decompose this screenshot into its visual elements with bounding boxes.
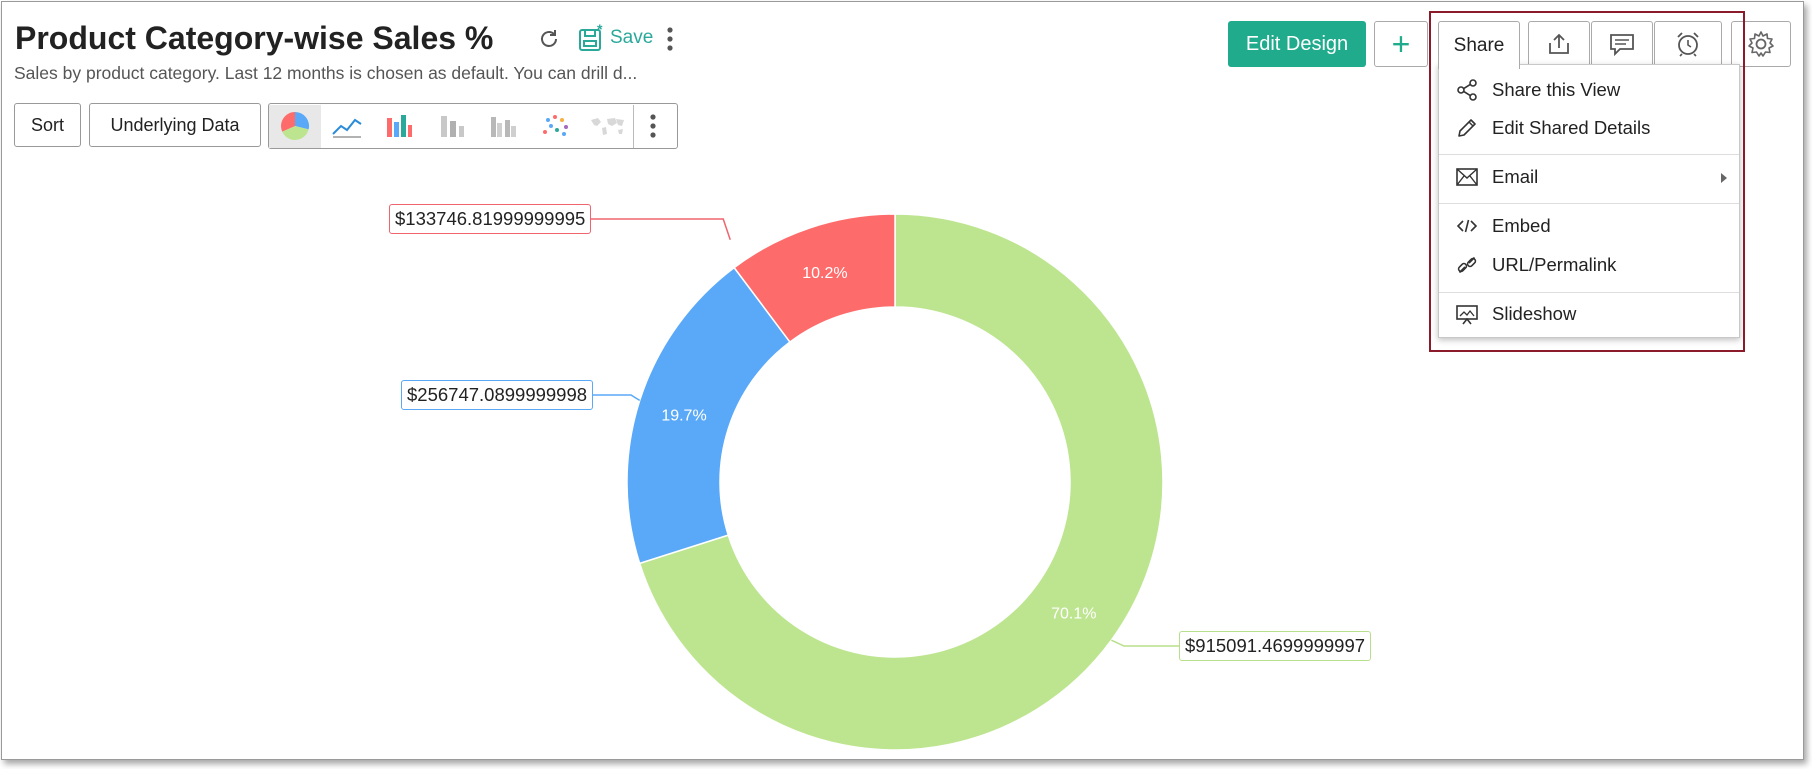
chart-type-bar[interactable] bbox=[373, 105, 425, 148]
leader-line-slice-2 bbox=[593, 394, 641, 402]
edit-design-button[interactable]: Edit Design bbox=[1228, 21, 1366, 67]
menu-item-label: Share this View bbox=[1492, 79, 1621, 100]
chart-type-scatter[interactable] bbox=[529, 105, 581, 148]
leader-line-slice-1 bbox=[1111, 639, 1179, 647]
envelope-icon bbox=[1455, 165, 1479, 189]
donut-chart: 70.1% 19.7% 10.2% bbox=[591, 213, 1179, 751]
gear-icon bbox=[1748, 31, 1774, 57]
pie-icon bbox=[281, 111, 310, 140]
donut-slice-3[interactable] bbox=[733, 213, 896, 344]
data-label-slice-1: $915091.4699999997 bbox=[1179, 631, 1372, 661]
map-icon bbox=[591, 118, 624, 135]
menu-item-embed[interactable]: Embed bbox=[1439, 207, 1739, 245]
tab-share[interactable]: Share bbox=[1438, 21, 1520, 69]
menu-item-label: Embed bbox=[1492, 215, 1551, 236]
page-title: Product Category-wise Sales % bbox=[15, 20, 494, 56]
menu-item-label: Slideshow bbox=[1492, 303, 1577, 324]
chart-type-separator bbox=[633, 104, 634, 148]
menu-separator bbox=[1439, 292, 1739, 293]
data-label-slice-3: $133746.81999999995 bbox=[389, 204, 592, 234]
share-menu: Share this View Edit Shared Details Emai… bbox=[1438, 64, 1740, 338]
menu-item-share-this-view[interactable]: Share this View bbox=[1439, 71, 1739, 109]
share-nodes-icon bbox=[1455, 78, 1479, 102]
svg-text:*: * bbox=[597, 24, 603, 37]
underlying-data-button[interactable]: Underlying Data bbox=[89, 103, 261, 147]
leader-line-slice-3 bbox=[591, 218, 731, 240]
menu-item-label: Email bbox=[1492, 166, 1539, 187]
chart-type-more[interactable] bbox=[634, 105, 672, 148]
chart-type-stacked-bar[interactable] bbox=[425, 105, 477, 148]
data-label-slice-2: $256747.0899999998 bbox=[401, 380, 594, 410]
tab-comments[interactable] bbox=[1591, 21, 1653, 67]
save-label: Save bbox=[610, 27, 654, 48]
menu-item-slideshow[interactable]: Slideshow bbox=[1439, 295, 1739, 333]
donut-slice-2[interactable] bbox=[626, 266, 792, 565]
menu-separator bbox=[1439, 203, 1739, 204]
alarm-clock-icon bbox=[1677, 32, 1699, 57]
add-button[interactable]: + bbox=[1374, 21, 1428, 67]
menu-item-email[interactable]: Email bbox=[1439, 158, 1739, 196]
pencil-icon bbox=[1455, 116, 1479, 140]
save-button[interactable]: * Save bbox=[578, 24, 653, 52]
submenu-arrow-icon bbox=[1721, 173, 1727, 183]
code-icon bbox=[1455, 214, 1479, 238]
more-options-icon[interactable] bbox=[662, 24, 678, 54]
chart-type-line[interactable] bbox=[321, 105, 373, 148]
menu-item-label: Edit Shared Details bbox=[1492, 117, 1651, 138]
page-subtitle: Sales by product category. Last 12 month… bbox=[14, 63, 638, 83]
chart-type-grouped-bar[interactable] bbox=[477, 105, 529, 148]
chart-type-selector bbox=[268, 103, 678, 149]
save-icon: * bbox=[579, 24, 603, 51]
stacked-bar-icon bbox=[441, 116, 464, 137]
donut-slice-1[interactable] bbox=[638, 213, 1164, 751]
comment-icon bbox=[1610, 34, 1634, 57]
export-icon bbox=[1549, 33, 1569, 54]
tab-export[interactable] bbox=[1528, 21, 1590, 67]
scatter-icon bbox=[543, 115, 568, 136]
sort-button[interactable]: Sort bbox=[14, 103, 81, 147]
menu-item-edit-shared-details[interactable]: Edit Shared Details bbox=[1439, 109, 1739, 147]
more-options-icon bbox=[650, 114, 656, 138]
line-icon bbox=[332, 118, 362, 138]
percent-label-slice-1: 70.1% bbox=[1051, 606, 1096, 623]
slideshow-icon bbox=[1455, 302, 1479, 326]
link-icon bbox=[1455, 253, 1479, 277]
grouped-bar-icon bbox=[491, 117, 516, 137]
menu-item-label: URL/Permalink bbox=[1492, 254, 1617, 275]
chart-type-pie[interactable] bbox=[269, 104, 321, 148]
percent-label-slice-2: 19.7% bbox=[661, 408, 706, 425]
settings-button[interactable] bbox=[1731, 21, 1791, 67]
menu-item-url-permalink[interactable]: URL/Permalink bbox=[1439, 246, 1739, 284]
bar-icon bbox=[387, 115, 412, 137]
chart-type-map[interactable] bbox=[581, 105, 633, 148]
menu-separator bbox=[1439, 154, 1739, 155]
percent-label-slice-3: 10.2% bbox=[802, 265, 847, 282]
refresh-icon[interactable] bbox=[536, 26, 562, 52]
